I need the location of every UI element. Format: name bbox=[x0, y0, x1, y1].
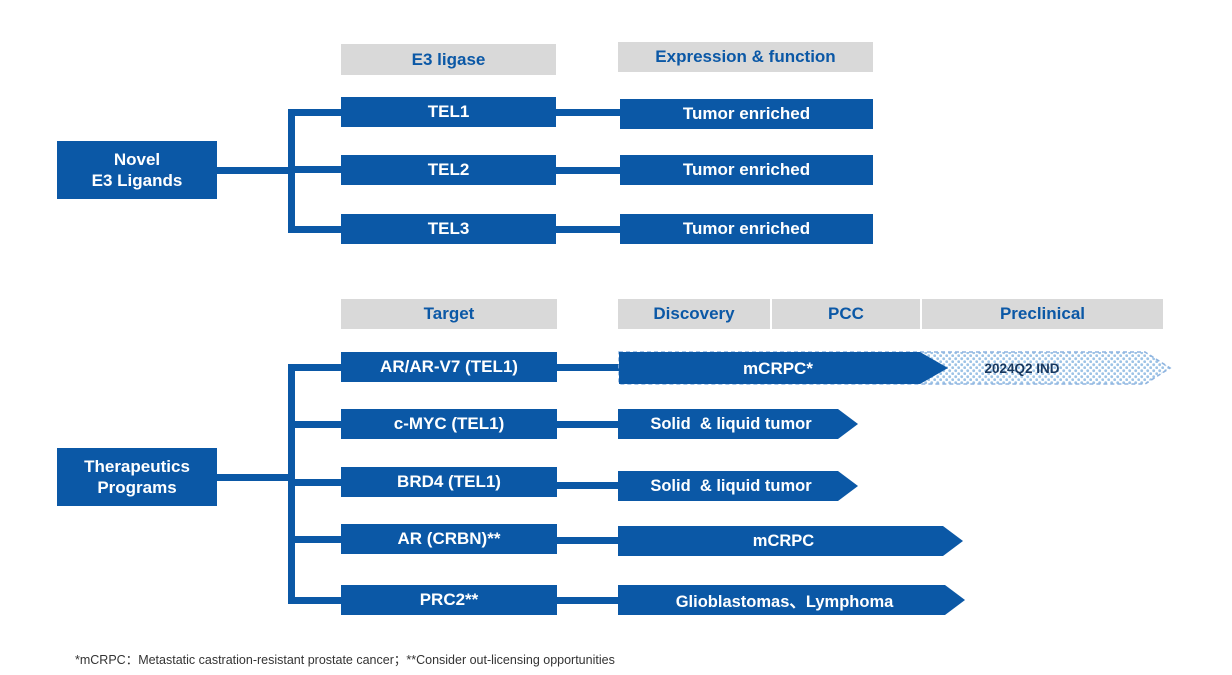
indication-label: Solid & liquid tumor bbox=[650, 414, 812, 433]
stage-header-preclinical: Preclinical bbox=[922, 299, 1163, 329]
connector-line bbox=[557, 482, 620, 489]
tel3-expression-box: Tumor enriched bbox=[620, 214, 873, 244]
stage-header-pcc: PCC bbox=[772, 299, 920, 329]
ar-arv7-progress-arrow: mCRPC* 2024Q2 IND bbox=[618, 351, 1172, 385]
footnote: *mCRPC：Metastatic castration-resistant p… bbox=[75, 653, 615, 667]
connector-line bbox=[557, 597, 620, 604]
expression-function-column-header: Expression & function bbox=[618, 42, 873, 72]
tel2-expression-box: Tumor enriched bbox=[620, 155, 873, 185]
target-column-header: Target bbox=[341, 299, 557, 329]
stage-header-discovery: Discovery bbox=[618, 299, 770, 329]
connector-line bbox=[217, 167, 295, 174]
indication-label: mCRPC bbox=[752, 531, 815, 550]
novel-e3-ligands-label-line1: Novel bbox=[113, 149, 161, 169]
connector-line bbox=[288, 597, 341, 604]
connector-line bbox=[556, 167, 620, 174]
prc2-progress-arrow: Glioblastomas、Lymphoma bbox=[618, 585, 965, 615]
target-box-prc2: PRC2** bbox=[341, 585, 557, 615]
connector-line bbox=[288, 166, 341, 173]
connector-line bbox=[557, 364, 620, 371]
connector-line bbox=[288, 479, 341, 486]
current-stage-solid-arrow bbox=[619, 352, 948, 384]
tel2-box: TEL2 bbox=[341, 155, 556, 185]
brd4-progress-arrow: Solid & liquid tumor bbox=[618, 471, 858, 501]
target-box-ar-arv7: AR/AR-V7 (TEL1) bbox=[341, 352, 557, 382]
connector-line bbox=[288, 364, 341, 371]
connector-line bbox=[557, 421, 620, 428]
milestone-label: 2024Q2 IND bbox=[984, 361, 1059, 376]
connector-line bbox=[288, 421, 341, 428]
target-box-cmyc: c-MYC (TEL1) bbox=[341, 409, 557, 439]
ar-crbn-progress-arrow: mCRPC bbox=[618, 526, 963, 556]
target-box-brd4: BRD4 (TEL1) bbox=[341, 467, 557, 497]
novel-e3-ligands-label-line2: E3 Ligands bbox=[91, 171, 183, 190]
therapeutics-programs-label-line2: Programs bbox=[97, 478, 177, 497]
connector-line bbox=[217, 474, 295, 481]
connector-line bbox=[288, 536, 341, 543]
tel1-expression-box: Tumor enriched bbox=[620, 99, 873, 129]
novel-e3-ligands-box: Novel E3 Ligands bbox=[57, 141, 217, 199]
therapeutics-programs-box: Therapeutics Programs bbox=[57, 448, 217, 506]
connector-line bbox=[288, 109, 341, 116]
target-box-ar-crbn: AR (CRBN)** bbox=[341, 524, 557, 554]
cmyc-progress-arrow: Solid & liquid tumor bbox=[618, 409, 858, 439]
therapeutics-programs-label-line1: Therapeutics bbox=[84, 456, 190, 476]
connector-line bbox=[288, 226, 341, 233]
connector-line bbox=[556, 226, 620, 233]
e3-ligase-column-header: E3 ligase bbox=[341, 44, 556, 75]
tel1-box: TEL1 bbox=[341, 97, 556, 127]
indication-label: mCRPC* bbox=[743, 359, 813, 378]
connector-line bbox=[556, 109, 620, 116]
indication-label: Glioblastomas、Lymphoma bbox=[675, 593, 894, 611]
indication-label: Solid & liquid tumor bbox=[650, 476, 812, 495]
connector-line bbox=[557, 537, 620, 544]
tel3-box: TEL3 bbox=[341, 214, 556, 244]
